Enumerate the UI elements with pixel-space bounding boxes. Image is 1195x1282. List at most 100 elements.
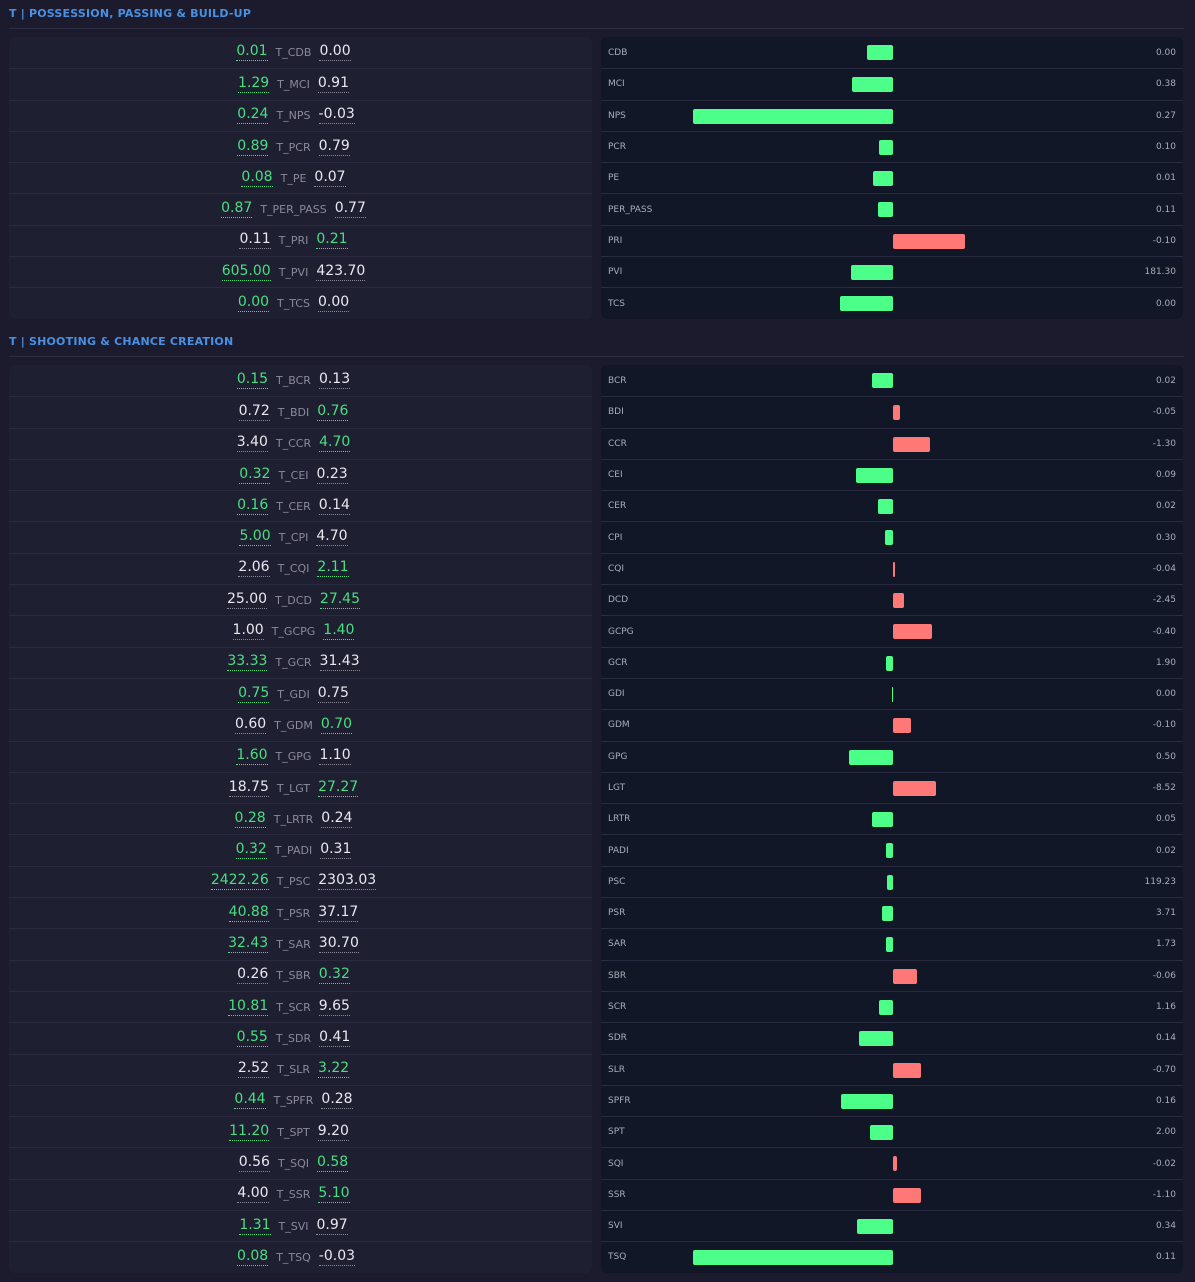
- team-b-value[interactable]: 4.70: [319, 434, 351, 453]
- metric-name: T_LRTR: [273, 812, 314, 826]
- team-b-value[interactable]: 4.70: [316, 528, 348, 547]
- team-a-value[interactable]: 0.00: [237, 294, 270, 313]
- table-row: 0.11 T_PRI 0.21: [9, 224, 592, 256]
- team-b-value[interactable]: 0.23: [316, 465, 348, 484]
- team-a-value[interactable]: 0.72: [238, 402, 270, 421]
- team-a-value[interactable]: 1.31: [239, 1216, 271, 1235]
- team-a-value[interactable]: 0.87: [221, 200, 253, 219]
- team-a-value[interactable]: 1.60: [236, 747, 268, 766]
- team-b-value[interactable]: 0.28: [321, 1091, 353, 1110]
- team-b-value[interactable]: 3.22: [317, 1060, 350, 1079]
- team-b-value[interactable]: 0.75: [317, 684, 349, 703]
- team-b-value[interactable]: 0.79: [318, 137, 350, 156]
- team-b-value[interactable]: 5.10: [318, 1185, 350, 1204]
- chart-row: PADI 0.02: [601, 834, 1183, 865]
- team-a-value[interactable]: 33.33: [227, 653, 268, 672]
- diff-value: 0.50: [1155, 751, 1176, 762]
- team-a-value[interactable]: 25.00: [226, 590, 268, 609]
- team-b-value[interactable]: 27.27: [318, 778, 359, 797]
- team-a-value[interactable]: 10.81: [228, 997, 269, 1016]
- team-b-value[interactable]: 0.07: [314, 168, 346, 187]
- team-b-value[interactable]: 0.41: [319, 1028, 351, 1047]
- team-b-value[interactable]: 0.14: [318, 496, 350, 515]
- team-a-value[interactable]: 0.11: [239, 231, 271, 250]
- metric-name: T_SVI: [278, 1219, 309, 1233]
- team-a-value[interactable]: 0.16: [237, 496, 269, 515]
- negative-diff-bar: [893, 593, 904, 609]
- team-a-value[interactable]: 2422.26: [210, 872, 269, 891]
- diff-value: -1.30: [1152, 438, 1176, 449]
- table-row: 0.15 T_BCR 0.13: [9, 365, 592, 396]
- team-a-value[interactable]: 0.15: [236, 371, 269, 390]
- team-a-value[interactable]: 3.40: [236, 434, 268, 453]
- team-a-value[interactable]: 1.29: [238, 74, 270, 93]
- positive-diff-bar: [693, 1250, 893, 1266]
- team-b-value[interactable]: 0.13: [318, 371, 351, 390]
- team-b-value[interactable]: 0.31: [320, 841, 352, 860]
- team-b-value[interactable]: 0.32: [318, 966, 350, 985]
- team-a-value[interactable]: 0.89: [237, 137, 269, 156]
- table-row: 0.08 T_PE 0.07: [9, 162, 592, 193]
- diff-value: 0.00: [1155, 689, 1176, 700]
- team-a-value[interactable]: 5.00: [239, 528, 271, 547]
- team-b-value[interactable]: 0.21: [316, 231, 348, 250]
- diff-value: 0.02: [1155, 375, 1176, 386]
- table-row: 0.72 T_BDI 0.76: [9, 396, 592, 427]
- bar-label: CQI: [608, 563, 625, 574]
- team-b-value[interactable]: 2.11: [317, 559, 349, 578]
- team-a-value[interactable]: 0.26: [237, 966, 269, 985]
- team-a-value[interactable]: 0.01: [236, 43, 268, 62]
- team-a-value[interactable]: 4.00: [237, 1185, 269, 1204]
- team-b-value[interactable]: 1.40: [323, 622, 355, 641]
- team-a-value[interactable]: 0.75: [238, 684, 270, 703]
- team-a-value[interactable]: 0.08: [241, 168, 273, 187]
- team-b-value[interactable]: 9.65: [318, 997, 350, 1016]
- metric-name: T_CDB: [275, 46, 312, 60]
- bar-label: SLR: [608, 1064, 625, 1075]
- team-b-value[interactable]: 0.00: [317, 294, 350, 313]
- team-b-value[interactable]: 9.20: [317, 1122, 349, 1141]
- team-a-value[interactable]: 32.43: [228, 934, 269, 953]
- chart-row: SAR 1.73: [601, 928, 1183, 959]
- table-row: 0.24 T_NPS -0.03: [9, 99, 592, 131]
- team-b-value[interactable]: 0.24: [321, 809, 353, 828]
- team-b-value[interactable]: 1.10: [319, 747, 351, 766]
- team-b-value[interactable]: 0.58: [317, 1154, 349, 1173]
- team-a-value[interactable]: 18.75: [228, 778, 269, 797]
- team-b-value[interactable]: 30.70: [318, 934, 359, 953]
- diff-value: -0.10: [1152, 720, 1176, 731]
- team-a-value[interactable]: 0.28: [234, 809, 266, 828]
- diff-value: -0.06: [1152, 970, 1176, 981]
- team-b-value[interactable]: 0.91: [317, 74, 349, 93]
- team-b-value[interactable]: -0.03: [318, 1247, 356, 1266]
- team-a-value[interactable]: 0.24: [237, 106, 269, 125]
- team-b-value[interactable]: 2303.03: [318, 872, 377, 891]
- team-a-value[interactable]: 1.00: [232, 622, 264, 641]
- team-a-value[interactable]: 0.32: [235, 841, 267, 860]
- team-a-value[interactable]: 0.60: [234, 715, 267, 734]
- team-b-value[interactable]: 0.97: [316, 1216, 348, 1235]
- team-b-value[interactable]: 0.00: [319, 43, 351, 62]
- team-b-value[interactable]: -0.03: [318, 106, 355, 125]
- bar-label: SPFR: [608, 1095, 631, 1106]
- team-a-value[interactable]: 0.08: [237, 1247, 269, 1266]
- chart-row: SCR 1.16: [601, 990, 1183, 1022]
- diff-value: 119.23: [1144, 876, 1177, 887]
- team-a-value[interactable]: 0.44: [234, 1091, 266, 1110]
- team-a-value[interactable]: 0.32: [239, 465, 271, 484]
- team-a-value[interactable]: 40.88: [228, 903, 269, 922]
- bar-label: PCR: [608, 142, 626, 153]
- team-b-value[interactable]: 27.45: [319, 590, 361, 609]
- team-a-value[interactable]: 2.06: [238, 559, 270, 578]
- team-b-value[interactable]: 37.17: [318, 903, 359, 922]
- team-b-value[interactable]: 0.70: [320, 715, 353, 734]
- team-a-value[interactable]: 0.55: [236, 1028, 268, 1047]
- team-a-value[interactable]: 605.00: [221, 262, 271, 281]
- team-a-value[interactable]: 11.20: [229, 1122, 270, 1141]
- team-b-value[interactable]: 0.76: [317, 402, 349, 421]
- team-a-value[interactable]: 0.56: [238, 1154, 270, 1173]
- team-a-value[interactable]: 2.52: [237, 1060, 269, 1079]
- team-b-value[interactable]: 0.77: [334, 200, 366, 219]
- team-b-value[interactable]: 423.70: [316, 262, 366, 281]
- team-b-value[interactable]: 31.43: [319, 653, 360, 672]
